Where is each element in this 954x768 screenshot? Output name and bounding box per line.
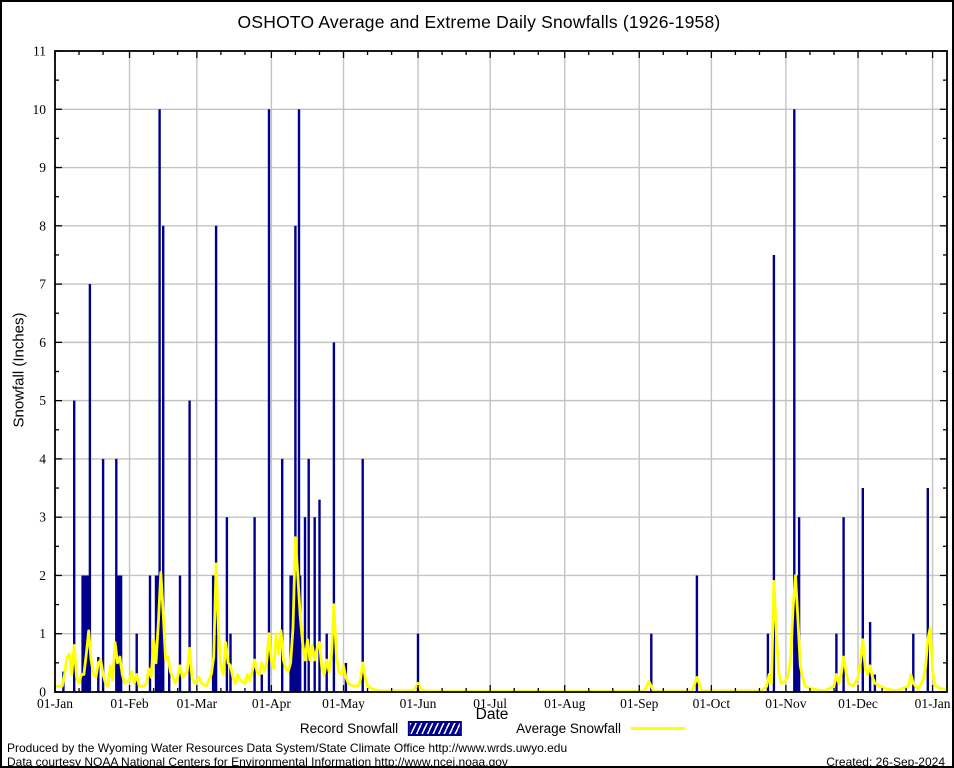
- average-snowfall-swatch-icon: [630, 727, 685, 730]
- axis-ticks: [54, 50, 947, 693]
- svg-text:01-Oct: 01-Oct: [693, 696, 731, 711]
- svg-text:01-Jul: 01-Jul: [473, 696, 507, 711]
- svg-text:01-Jun: 01-Jun: [400, 696, 437, 711]
- average-snowfall-line: [53, 536, 949, 693]
- svg-text:2: 2: [39, 568, 46, 583]
- svg-text:5: 5: [39, 393, 46, 408]
- chart-legend: Record Snowfall Average Snowfall: [300, 721, 685, 736]
- svg-text:01-Feb: 01-Feb: [110, 696, 148, 711]
- x-axis-title: Date: [475, 706, 509, 723]
- svg-text:4: 4: [39, 451, 46, 466]
- svg-text:1: 1: [39, 626, 46, 641]
- footer-producer-credit: Produced by the Wyoming Water Resources …: [7, 741, 568, 755]
- svg-text:01-Aug: 01-Aug: [544, 696, 585, 711]
- svg-text:8: 8: [39, 218, 46, 233]
- legend-record-label: Record Snowfall: [299, 721, 399, 736]
- svg-text:01-Nov: 01-Nov: [765, 696, 806, 711]
- svg-text:11: 11: [33, 44, 46, 59]
- svg-text:6: 6: [39, 335, 46, 350]
- svg-text:01-Dec: 01-Dec: [838, 696, 878, 711]
- axis-tick-labels: 0 1 2 3 4 5 6 7 8 9 10 11 01-Jan 01-Feb 01-Mar 01-Apr 01…: [33, 44, 951, 712]
- svg-text:10: 10: [33, 102, 47, 117]
- svg-text:3: 3: [39, 510, 46, 525]
- svg-text:01-Mar: 01-Mar: [177, 696, 218, 711]
- svg-text:01-Sep: 01-Sep: [620, 696, 658, 711]
- chart-title: OSHOTO Average and Extreme Daily Snowfal…: [237, 12, 721, 32]
- svg-text:0: 0: [39, 685, 46, 700]
- gridlines: [55, 51, 947, 692]
- svg-text:01-May: 01-May: [322, 696, 365, 711]
- svg-text:01-Apr: 01-Apr: [252, 696, 291, 711]
- record-snowfall-swatch-icon: [408, 721, 463, 736]
- svg-text:01-Jan: 01-Jan: [37, 696, 73, 711]
- footer-data-credit: Data courtesy NOAA National Centers for …: [7, 755, 508, 768]
- svg-text:9: 9: [39, 160, 46, 175]
- legend-average-label: Average Snowfall: [516, 721, 621, 736]
- svg-text:01-Jan: 01-Jan: [915, 696, 951, 711]
- created-date: Created: 26-Sep-2024: [826, 755, 945, 768]
- svg-text:7: 7: [39, 277, 46, 292]
